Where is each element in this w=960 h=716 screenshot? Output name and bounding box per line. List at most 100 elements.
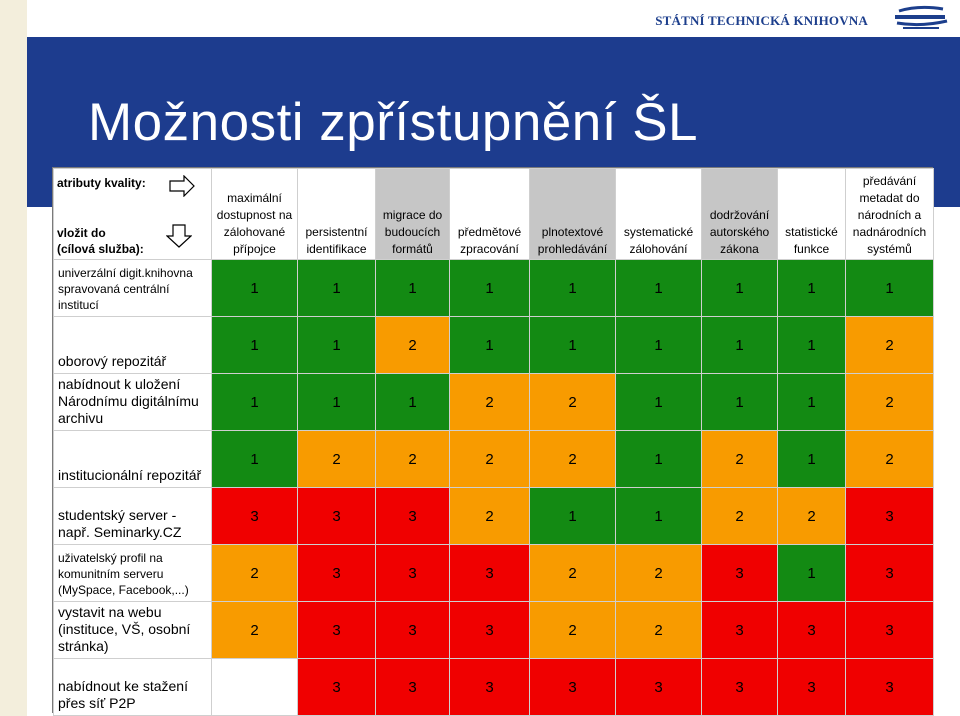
rating-cell: 3 <box>211 487 298 545</box>
table-row: uživatelský profil na komunitním serveru… <box>53 544 934 602</box>
rating-cell: 3 <box>375 658 450 716</box>
rating-cell: 1 <box>529 316 616 374</box>
rating-cell: 1 <box>615 316 702 374</box>
rating-cell: 2 <box>449 373 530 431</box>
rating-cell: 3 <box>375 544 450 602</box>
table-row: oborový repozitář 1 1 2 1 1 1 1 1 2 <box>53 316 934 374</box>
rating-cell: 1 <box>615 487 702 545</box>
row-label: oborový repozitář <box>53 316 212 374</box>
rating-cell: 2 <box>375 430 450 488</box>
column-header: migrace do budoucích formátů <box>375 168 450 260</box>
arrow-down-icon <box>165 224 193 253</box>
rating-cell: 1 <box>529 259 616 317</box>
rating-cell: 2 <box>845 430 934 488</box>
rating-cell: 3 <box>297 544 376 602</box>
rating-cell: 1 <box>701 259 778 317</box>
rating-cell: 1 <box>211 316 298 374</box>
left-decorative-strip <box>0 0 27 716</box>
slide-title: Možnosti zpřístupnění ŠL <box>88 93 699 152</box>
rating-cell: 2 <box>615 544 702 602</box>
column-header: persistentní identifikace <box>297 168 376 260</box>
row-label: institucionální repozitář <box>53 430 212 488</box>
rating-cell: 3 <box>777 601 846 659</box>
stk-logo <box>883 2 959 34</box>
rating-cell: 3 <box>701 544 778 602</box>
rating-cell: 1 <box>777 430 846 488</box>
row-label: nabídnout k uložení Národnímu digitálním… <box>53 373 212 431</box>
rating-cell: 3 <box>297 601 376 659</box>
rating-cell: 3 <box>615 658 702 716</box>
column-header: statistické funkce <box>777 168 846 260</box>
rating-cell: 2 <box>375 316 450 374</box>
rating-cell: 3 <box>845 487 934 545</box>
quality-matrix-table: atributy kvality: vložit do (cílová služ… <box>52 167 934 716</box>
rating-cell: 2 <box>211 601 298 659</box>
column-header: systematické zálohování <box>615 168 702 260</box>
table-header-row: atributy kvality: vložit do (cílová služ… <box>53 168 934 260</box>
rating-cell: 1 <box>297 316 376 374</box>
rating-cell: 3 <box>845 544 934 602</box>
table-row: nabídnout ke stažení přes síť P2P 3 3 3 3 3 3 3… <box>53 658 934 716</box>
rating-cell: 1 <box>449 259 530 317</box>
rating-cell: 1 <box>845 259 934 317</box>
rating-cell: 1 <box>211 373 298 431</box>
rating-cell: 3 <box>375 487 450 545</box>
rating-cell: 1 <box>777 259 846 317</box>
rating-cell: 3 <box>529 658 616 716</box>
organization-name: STÁTNÍ TECHNICKÁ KNIHOVNA <box>655 13 868 28</box>
rating-cell: 1 <box>211 259 298 317</box>
column-header: maximální dostupnost na zálohované přípo… <box>211 168 298 260</box>
rating-cell: 2 <box>701 430 778 488</box>
rating-cell: 1 <box>615 430 702 488</box>
rating-cell: 2 <box>615 601 702 659</box>
row-label: nabídnout ke stažení přes síť P2P <box>53 658 212 716</box>
rating-cell: 1 <box>375 373 450 431</box>
rating-cell: 1 <box>777 373 846 431</box>
arrow-right-icon <box>169 174 195 202</box>
rating-cell: 3 <box>777 658 846 716</box>
rating-cell: 1 <box>777 544 846 602</box>
rating-cell: 1 <box>615 373 702 431</box>
rating-cell: 3 <box>845 658 934 716</box>
rating-cell: 3 <box>375 601 450 659</box>
rating-cell: 2 <box>845 316 934 374</box>
rating-cell: 1 <box>449 316 530 374</box>
rating-cell: 2 <box>845 373 934 431</box>
table-row: studentský server - např. Seminarky.CZ 3 3… <box>53 487 934 545</box>
insert-label: vložit do (cílová služba): <box>57 225 144 257</box>
rating-cell: 3 <box>449 601 530 659</box>
insert-label-line1: vložit do <box>57 226 106 240</box>
rating-cell: 2 <box>211 544 298 602</box>
column-header: předávání metadat do národních a nadnáro… <box>845 168 934 260</box>
rating-cell: 1 <box>211 430 298 488</box>
rating-cell: 2 <box>529 601 616 659</box>
rating-cell: 2 <box>529 430 616 488</box>
rating-cell: 2 <box>777 487 846 545</box>
rating-cell: 1 <box>529 487 616 545</box>
rating-cell: 1 <box>701 373 778 431</box>
table-corner-cell: atributy kvality: vložit do (cílová služ… <box>53 168 212 260</box>
rating-cell: 2 <box>449 430 530 488</box>
rating-cell: 1 <box>701 316 778 374</box>
row-label: univerzální digit.knihovna spravovaná ce… <box>53 259 212 317</box>
rating-cell: 1 <box>777 316 846 374</box>
rating-cell: 2 <box>297 430 376 488</box>
rating-cell <box>211 658 298 716</box>
rating-cell: 2 <box>529 544 616 602</box>
rating-cell: 1 <box>297 373 376 431</box>
table-row: institucionální repozitář 1 2 2 2 2 1 2 1 2 <box>53 430 934 488</box>
rating-cell: 2 <box>449 487 530 545</box>
table-body: univerzální digit.knihovna spravovaná ce… <box>53 259 934 716</box>
attributes-label: atributy kvality: <box>57 176 146 190</box>
column-header: plnotextové prohledávání <box>529 168 616 260</box>
rating-cell: 3 <box>297 487 376 545</box>
column-header: předmětové zpracování <box>449 168 530 260</box>
rating-cell: 1 <box>297 259 376 317</box>
rating-cell: 1 <box>615 259 702 317</box>
rating-cell: 2 <box>529 373 616 431</box>
rating-cell: 3 <box>701 601 778 659</box>
row-label: studentský server - např. Seminarky.CZ <box>53 487 212 545</box>
table-row: vystavit na webu (instituce, VŠ, osobní … <box>53 601 934 659</box>
row-label: vystavit na webu (instituce, VŠ, osobní … <box>53 601 212 659</box>
rating-cell: 3 <box>297 658 376 716</box>
